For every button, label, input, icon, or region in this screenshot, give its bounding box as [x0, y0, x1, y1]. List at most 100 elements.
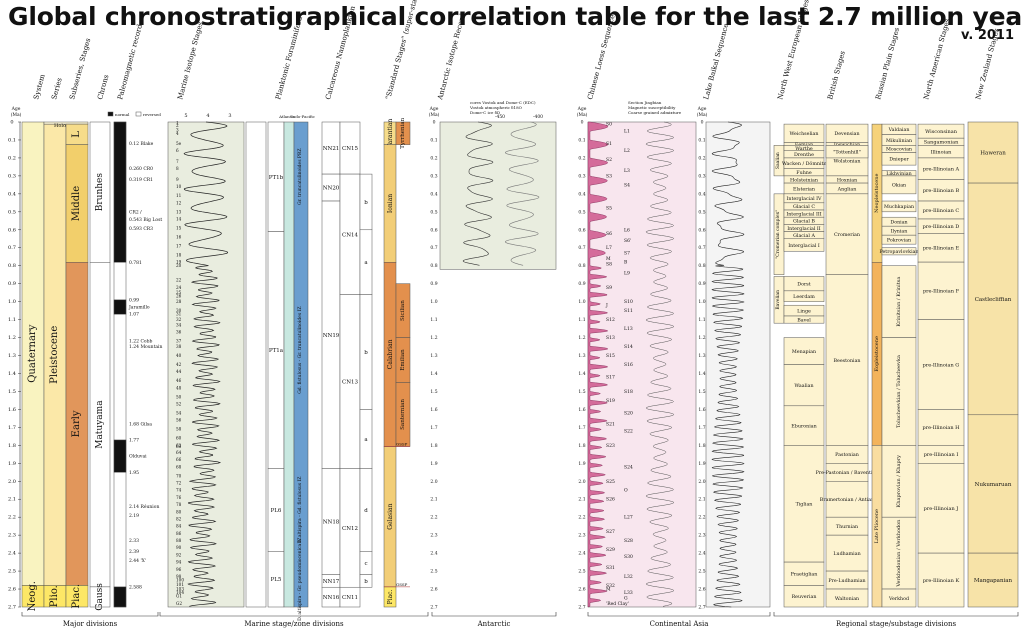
british-stage-band — [825, 534, 869, 572]
age-tick-label: 2.7 — [8, 605, 16, 611]
footer-bracket — [21, 612, 159, 617]
mis-stage-label: 3 — [176, 128, 179, 133]
column-header: Chrons — [96, 73, 110, 100]
age-tick-label: 0 — [433, 120, 436, 126]
russian-stage-label: Mikulinian — [886, 138, 912, 144]
mis-stage-label: 82 — [176, 516, 182, 521]
mis-stage-label: 103 — [176, 587, 184, 592]
mis-stage-label: 78 — [176, 502, 182, 507]
russian-stage-label: Verkhodonian / Verkhodon — [896, 519, 902, 588]
mis-stage-label: 70 — [176, 473, 182, 478]
column-header: Marine Isotope Stages — [176, 21, 205, 101]
age-tick-label: 2.4 — [430, 551, 437, 557]
nwe-stage-label: Weichselian — [789, 131, 818, 137]
british-stage-label: Anglian — [837, 186, 857, 192]
age-tick-label: 1.4 — [578, 371, 585, 377]
paleomag-normal — [113, 439, 127, 473]
isotope-axis-label: 4 — [206, 113, 209, 119]
russian-stage-label: Dnieper — [889, 157, 909, 163]
antarctic-curve-dd — [504, 121, 540, 266]
paleomag-event: 1.77 — [129, 437, 139, 443]
british-stage-band — [825, 145, 869, 159]
british-stage-label: Pre-Pastonian / Baventian — [816, 470, 879, 476]
system-label: Quaternary — [27, 324, 38, 383]
footer-division-label: Marine stage/zone divisions — [244, 620, 344, 628]
nwe-stage-label: Interglacial II — [787, 226, 821, 232]
mis-stage-label: 40 — [176, 353, 182, 358]
subseries-label: Middle — [71, 186, 82, 221]
russian-stage-label: Valdaian — [888, 127, 910, 133]
age-tick-label: 0.6 — [578, 227, 585, 233]
age-tick-label: 1.7 — [578, 425, 585, 431]
loess-legend: Magnetic susceptibility — [628, 105, 676, 110]
age-tick-label: 1.2 — [430, 335, 437, 341]
na-stage-label: Wisconsinan — [925, 129, 958, 135]
age-tick-label: 1.9 — [578, 461, 585, 467]
footer-bracket — [431, 612, 557, 617]
age-tick-label: 2.5 — [8, 569, 16, 575]
british-stage-label: Ipswichian — [834, 142, 860, 148]
paleomag-normal — [113, 299, 127, 315]
na-stage-label: Sangamonian — [924, 140, 959, 146]
mis-stage-label: 20 — [176, 263, 182, 268]
axis-label-age: Age — [429, 106, 439, 112]
antarctic-curve-o18 — [462, 121, 494, 266]
column-header: North West European Stages — [776, 0, 811, 101]
mis-stage-label: 6 — [176, 148, 179, 153]
legend-reversed-swatch — [135, 111, 142, 117]
nwe-stage-label: Waalian — [794, 383, 813, 389]
age-tick-label: 0.9 — [430, 281, 437, 287]
paleomag-event: 2.588 — [129, 584, 142, 590]
age-tick-label: 2.6 — [430, 587, 437, 593]
nz-stage-label: Haweran — [980, 151, 1006, 157]
antarctic-axis-label: -400 — [533, 114, 543, 120]
age-tick-label: 2.7 — [578, 605, 585, 611]
paleomag-event: 1.68 Gilsa — [129, 421, 152, 427]
british-stage-label: Wolstonian — [834, 158, 861, 164]
na-stage-label: pre-Illinoian E — [923, 246, 960, 252]
mis-stage-label: 80 — [176, 509, 182, 514]
version-label: v. 2011 — [960, 28, 1014, 43]
nz-stage-label: Castlecliffian — [975, 297, 1012, 303]
loess-unit: S2 — [606, 157, 612, 163]
nwe-stage-band — [783, 315, 825, 324]
mis-stage-label: 30 — [176, 308, 182, 313]
british-stage-label: Thurnian — [836, 524, 858, 530]
nanno-sub-label: b — [364, 200, 368, 206]
nanno-cn-label: CN15 — [342, 146, 359, 152]
med-stage-label: Santernian — [400, 399, 406, 430]
nwe-stage-band — [783, 364, 825, 407]
loess-unit: S8 — [606, 261, 612, 267]
paleomag-event: 0.543 Big Lost — [129, 217, 162, 223]
mis-stage-label: 84 — [176, 524, 182, 529]
loess-unit: S29 — [606, 547, 615, 553]
age-tick-label: 1.3 — [8, 353, 16, 359]
nwe-group-label: Saalian — [775, 152, 781, 169]
age-tick-label: 0.7 — [430, 245, 437, 251]
loess-unit: L27 — [624, 515, 633, 521]
paleomag-normal — [113, 586, 127, 608]
standard-stage-label: Calabrian — [387, 339, 394, 369]
nwe-stage-label: Drenthe — [794, 152, 814, 158]
russian-stage-band — [881, 175, 917, 195]
nwe-stage-band — [783, 238, 825, 252]
russian-stage-label: Muchkapian — [884, 204, 914, 210]
mis-stage-label: 94 — [176, 560, 182, 565]
age-tick-label: 2.2 — [698, 515, 705, 521]
footer-division-label: Major divisions — [63, 620, 118, 628]
foram-zone-label: PL6 — [271, 508, 282, 514]
mis-stage-label: G1 — [176, 594, 182, 599]
age-tick-label: 0.3 — [430, 173, 437, 179]
mis-stage-label: 66 — [176, 457, 182, 462]
subseries-label: Piac. — [71, 584, 82, 609]
age-tick-label: 2.4 — [578, 551, 585, 557]
loess-unit: S20 — [624, 411, 633, 417]
legend-normal-swatch — [107, 111, 114, 117]
russian-stage-band — [881, 265, 917, 338]
foram-zone-text: Gd. fistulosus - Gr. truncatulinoides IZ — [297, 306, 303, 393]
nanno-cn-band — [339, 586, 361, 608]
mis-stage-label: 22 — [176, 278, 182, 283]
baikal-panel — [705, 121, 771, 608]
loess-unit: S32 — [606, 583, 615, 589]
mis-stage-label: 56 — [176, 418, 182, 423]
